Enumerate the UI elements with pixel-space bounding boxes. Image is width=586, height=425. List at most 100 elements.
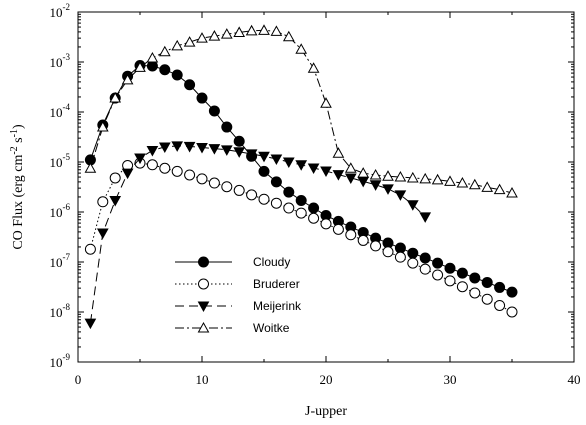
data-point	[196, 92, 208, 104]
series-cloudy	[84, 60, 518, 298]
data-point	[109, 172, 121, 184]
data-point	[320, 166, 332, 178]
data-point	[394, 251, 406, 263]
data-point	[221, 121, 233, 133]
x-tick-label: 30	[444, 372, 457, 387]
data-point	[419, 212, 432, 223]
data-point	[196, 173, 208, 185]
data-point	[270, 154, 283, 165]
data-point	[444, 275, 456, 287]
data-point	[469, 287, 481, 299]
data-point	[283, 202, 295, 214]
data-point	[456, 176, 469, 188]
series-layer	[84, 24, 518, 330]
data-point	[258, 193, 270, 205]
data-point	[208, 105, 220, 117]
data-point	[369, 180, 382, 191]
data-point	[220, 28, 233, 39]
x-tick-label: 10	[196, 372, 209, 387]
data-point	[146, 159, 158, 171]
data-point	[233, 135, 245, 147]
data-point	[146, 60, 158, 72]
data-point	[233, 147, 246, 158]
data-point	[245, 149, 258, 160]
data-point	[369, 168, 382, 180]
data-point	[307, 62, 320, 73]
data-point	[431, 173, 444, 185]
data-point	[506, 186, 518, 198]
data-point	[282, 157, 295, 169]
y-tick-label: 10-2	[50, 2, 71, 20]
data-point	[233, 26, 246, 37]
legend-item: Cloudy	[175, 255, 290, 269]
data-point	[158, 142, 171, 153]
data-point	[233, 184, 245, 196]
data-point	[468, 178, 481, 190]
legend-item: Meijerink	[175, 299, 302, 313]
data-point	[506, 306, 518, 318]
data-point	[307, 163, 320, 174]
series-bruderer	[84, 157, 518, 318]
data-point	[419, 172, 432, 184]
legend-label: Cloudy	[253, 255, 290, 269]
data-point	[283, 186, 295, 198]
data-point	[332, 223, 344, 235]
data-point	[407, 257, 419, 269]
x-tick-label: 40	[568, 372, 581, 387]
data-point	[332, 170, 345, 181]
data-point	[357, 167, 370, 178]
data-point	[258, 151, 270, 163]
data-point	[96, 228, 109, 240]
data-point	[332, 147, 345, 158]
data-point	[308, 212, 320, 224]
data-point	[494, 299, 506, 311]
legend-item: Woitke	[175, 321, 290, 335]
data-point	[344, 173, 357, 184]
legend-label: Woitke	[253, 321, 290, 335]
data-point	[146, 52, 159, 63]
axis-ticks: 0 10 20 30 40 10-9 10-8 10-7 10-6 10-5 10-4 10-3 10-…	[50, 2, 581, 387]
data-point	[198, 256, 209, 268]
data-point	[196, 142, 208, 154]
data-point	[357, 234, 369, 246]
data-point	[171, 69, 183, 81]
legend-label: Meijerink	[253, 299, 302, 313]
data-point	[394, 190, 407, 201]
data-point	[84, 318, 97, 330]
data-point	[208, 177, 220, 189]
data-point	[84, 243, 96, 255]
data-point	[295, 207, 307, 219]
data-point	[171, 39, 184, 51]
data-point	[370, 240, 382, 252]
y-tick-label: 10-4	[50, 102, 71, 120]
data-point	[183, 141, 196, 153]
y-tick-label: 10-6	[50, 202, 71, 220]
legend-item: Bruderer	[175, 277, 300, 291]
data-point	[158, 45, 171, 57]
data-point	[171, 141, 184, 152]
data-point	[382, 246, 394, 258]
data-point	[220, 145, 233, 156]
data-point	[419, 252, 431, 264]
data-point	[394, 242, 406, 254]
data-point	[432, 257, 444, 269]
data-point	[246, 189, 258, 201]
data-point	[481, 181, 494, 192]
data-point	[258, 24, 270, 35]
data-point	[245, 24, 258, 36]
data-point	[96, 121, 109, 132]
data-point	[481, 276, 493, 288]
data-point	[382, 170, 394, 181]
data-point	[184, 79, 196, 91]
data-point	[183, 36, 196, 47]
data-point	[197, 301, 210, 313]
data-point	[159, 162, 171, 174]
data-point	[146, 145, 159, 157]
data-point	[406, 171, 419, 183]
y-tick-label: 10-7	[50, 252, 71, 270]
data-point	[456, 267, 468, 279]
series-woitke	[84, 24, 518, 198]
data-point	[444, 175, 456, 186]
data-point	[159, 64, 171, 76]
data-point	[444, 262, 456, 274]
